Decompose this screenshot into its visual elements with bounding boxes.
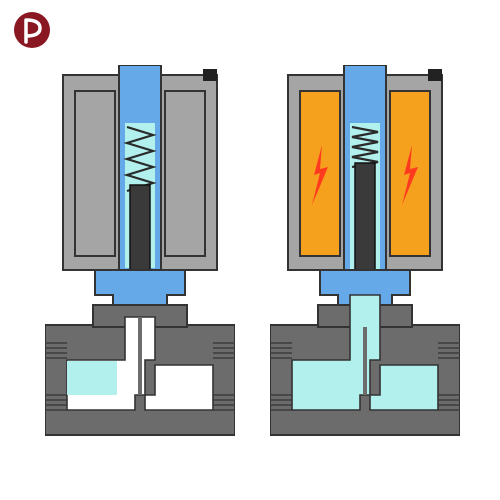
- brand-logo: [12, 10, 52, 55]
- valve-energized: [270, 65, 460, 445]
- valve-deenergized: [45, 65, 235, 445]
